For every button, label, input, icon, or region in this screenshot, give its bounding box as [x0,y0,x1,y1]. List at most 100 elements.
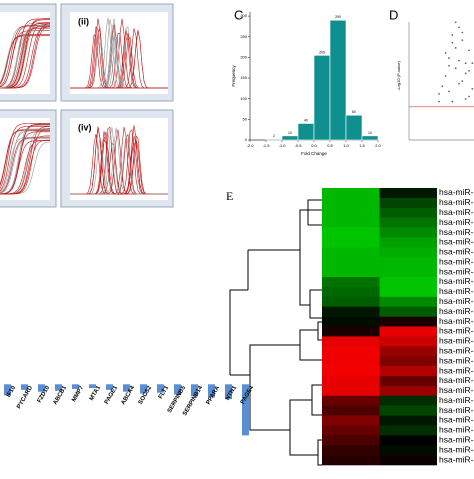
row-label: hsa-miR- [439,326,474,336]
point [458,82,460,85]
bar [123,384,130,392]
x-tick-label: 2.0 [375,143,381,148]
row-label: hsa-miR- [439,365,474,375]
heatmap-cell [322,425,380,436]
heatmap-cell [322,455,380,466]
data-label: 290 [335,15,341,19]
heatmap-cell [379,366,437,377]
panel-label: C [234,7,243,22]
point [464,98,467,100]
bar [345,114,363,141]
point [471,62,474,65]
curve [0,18,50,89]
x-tick-label: -0.5 [295,143,303,148]
heatmap-cell [322,415,380,426]
heatmap-cell [379,405,437,416]
point [444,75,447,77]
point [444,52,447,54]
heatmap-cell [322,316,380,327]
row-label: hsa-miR- [439,435,474,445]
row-label: hsa-miR- [439,425,474,435]
panel-label: (iv) [78,122,92,132]
heatmap-cell [379,385,437,397]
curve [0,23,51,89]
point [454,67,457,70]
curve [0,123,50,189]
curve [0,19,50,89]
bar [72,384,79,389]
heatmap-cell [322,445,380,456]
row-label: hsa-miR- [439,306,474,316]
heatmap-cell [379,267,437,278]
point [461,31,464,34]
y-tick-label: 100 [240,96,247,101]
heatmap-cell [379,455,437,466]
curve [0,128,50,194]
heatmap-cell [379,445,437,456]
heatmap-cell [322,356,380,367]
bar [265,138,283,141]
curve [0,138,50,194]
heatmap-cell [379,375,437,387]
data-label: 2 [273,134,275,138]
row-label: hsa-miR- [439,395,474,405]
heatmap-cell [379,395,437,406]
point [464,62,467,65]
row-label: hsa-miR- [439,296,474,306]
y-axis-label: Frequency [231,65,236,87]
point [448,64,450,67]
curve [0,23,50,89]
bar [361,135,379,141]
heatmap-cell [379,415,437,426]
row-label: hsa-miR- [439,385,474,395]
data-label: 10 [368,131,372,135]
heatmap-cell [322,366,380,377]
bar [225,384,232,400]
heatmap-cell [379,306,437,317]
bar [208,384,215,398]
heatmap-cell [379,277,437,288]
row-label: hsa-miR- [439,454,474,464]
row-label: hsa-miR- [439,316,474,326]
point [448,90,450,93]
point [458,59,460,62]
row-label: hsa-miR- [439,217,474,227]
bar [191,384,198,397]
point [451,41,454,44]
heatmap-cell [322,385,380,397]
bar [157,384,164,393]
heatmap-cell [322,247,380,258]
row-label: hsa-miR- [439,336,474,346]
row-label: hsa-miR- [439,345,474,355]
data-label: 205 [319,50,325,54]
heatmap-cell [379,336,437,347]
heatmap-cell [322,217,380,228]
curves [0,17,168,195]
bar [313,55,331,141]
heatmap-cell [379,435,437,446]
data-label: 10 [288,131,292,135]
heatmap-cell [379,188,437,199]
heatmap-cell [322,336,380,347]
bar [281,135,299,141]
heatmap-cell [379,326,437,337]
bar [140,384,147,394]
row-label: hsa-miR- [439,405,474,415]
heatmap-cell [379,286,437,298]
bar [4,384,11,396]
y-tick-label: 0 [245,137,248,142]
heatmap-cell [322,395,380,406]
heatmap-cell [322,435,380,446]
bar [89,384,96,388]
point [451,100,454,103]
point [464,72,467,75]
point [441,85,444,88]
heatmap-cell [322,326,380,337]
row-label: hsa-miR- [439,276,474,286]
point [454,21,457,24]
row-label: hsa-miR- [439,237,474,247]
heatmap-cell [322,286,380,298]
x-axis-label: Fold Change [301,151,327,156]
heatmap-cell [322,257,380,268]
row-label: hsa-miR- [439,444,474,454]
